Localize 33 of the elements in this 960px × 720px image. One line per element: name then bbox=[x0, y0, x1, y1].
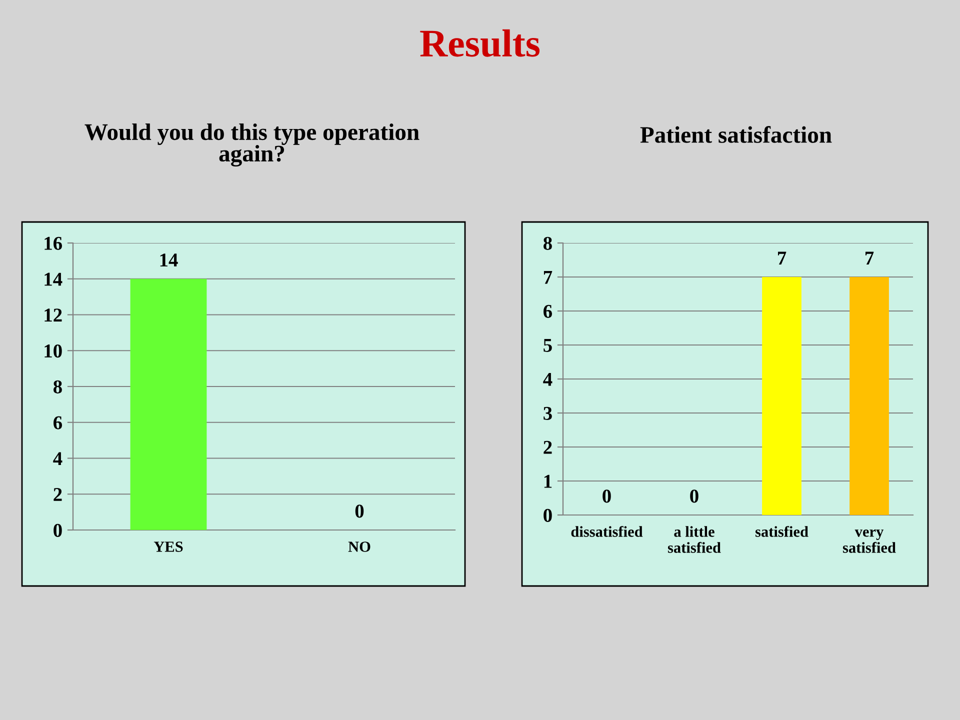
x-tick-label: dissatisfied bbox=[571, 526, 643, 537]
y-tick-label: 6 bbox=[544, 304, 552, 318]
y-tick-label: 2 bbox=[54, 488, 62, 501]
x-tick-label: satisfied bbox=[755, 526, 808, 537]
y-tick-label: 14 bbox=[44, 272, 62, 286]
y-tick-label: 2 bbox=[544, 440, 552, 454]
y-tick-label: 6 bbox=[54, 416, 62, 430]
y-tick-label: 4 bbox=[543, 372, 552, 386]
data-label: 14 bbox=[160, 254, 178, 266]
x-tick-label: NO bbox=[348, 542, 370, 552]
y-tick-label: 1 bbox=[544, 474, 552, 488]
data-label: 0 bbox=[690, 490, 698, 503]
y-tick-label: 8 bbox=[544, 236, 552, 250]
y-tick-label: 10 bbox=[44, 344, 62, 358]
y-tick-label: 3 bbox=[544, 406, 552, 420]
text: Results bbox=[420, 29, 540, 57]
data-label: 0 bbox=[602, 490, 611, 503]
y-tick-label: 16 bbox=[44, 236, 62, 250]
y-tick-label: 7 bbox=[544, 271, 552, 284]
x-tick-label: a little satisfied bbox=[668, 526, 721, 553]
data-label: 7 bbox=[778, 252, 786, 265]
y-tick-label: 4 bbox=[53, 452, 62, 465]
y-tick-label: 0 bbox=[544, 508, 552, 522]
x-tick-label: YES bbox=[154, 542, 183, 552]
y-tick-label: 8 bbox=[54, 380, 62, 394]
y-tick-label: 5 bbox=[544, 339, 552, 352]
chart-title: Patient satisfaction bbox=[640, 126, 832, 143]
chart-title: Would you do this type operation again? bbox=[84, 123, 420, 167]
data-label: 7 bbox=[866, 252, 874, 265]
y-tick-label: 12 bbox=[44, 308, 62, 322]
x-tick-label: very satisfied bbox=[842, 529, 896, 553]
y-tick-label: 0 bbox=[54, 524, 62, 537]
data-label: 0 bbox=[355, 504, 364, 518]
